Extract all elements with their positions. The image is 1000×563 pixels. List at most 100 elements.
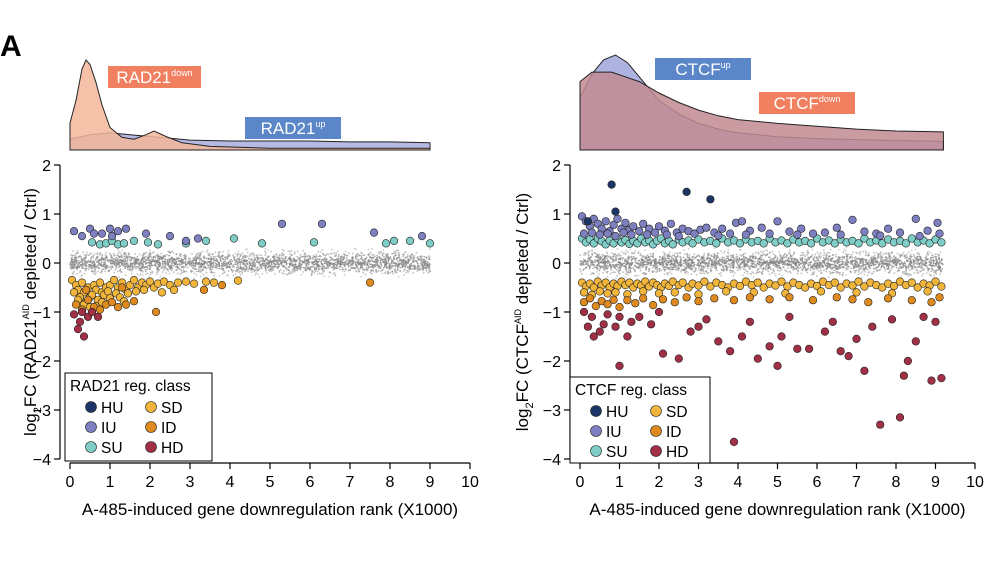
data-point-su bbox=[229, 234, 239, 243]
y-tick-label: −4 bbox=[33, 452, 51, 469]
data-point-su bbox=[783, 239, 792, 248]
data-point-id bbox=[785, 293, 794, 302]
data-point-hd bbox=[903, 356, 913, 366]
density-up-label: RAD21up bbox=[245, 117, 341, 139]
data-point-iu bbox=[629, 222, 638, 231]
data-point-iu bbox=[883, 224, 893, 233]
data-point-su bbox=[937, 238, 946, 247]
data-point-iu bbox=[737, 217, 747, 226]
data-point-sd bbox=[800, 283, 810, 292]
data-point-sd bbox=[694, 290, 703, 299]
x-axis-label: A-485-induced gene downregulation rank (… bbox=[589, 500, 965, 519]
data-point-sd bbox=[129, 276, 139, 285]
data-point-sd bbox=[854, 277, 863, 286]
data-point-su bbox=[87, 238, 97, 247]
data-point-sd bbox=[816, 287, 826, 296]
data-point-id bbox=[129, 297, 139, 306]
data-point-iu bbox=[765, 229, 774, 238]
data-point-sd bbox=[860, 282, 869, 291]
data-point-sd bbox=[103, 287, 113, 296]
data-point-hd bbox=[852, 334, 861, 344]
data-point-iu bbox=[785, 227, 794, 236]
data-point-hu bbox=[607, 180, 616, 189]
data-point-su bbox=[830, 239, 839, 248]
data-point-iu bbox=[848, 215, 857, 224]
legend-label-hd: HD bbox=[666, 444, 688, 461]
data-point-hd bbox=[599, 320, 608, 329]
density-down-label-box bbox=[108, 66, 201, 88]
data-point-hd bbox=[804, 344, 814, 353]
data-point-iu bbox=[97, 229, 107, 238]
data-point-sd bbox=[759, 283, 768, 292]
data-point-sd bbox=[878, 283, 887, 292]
data-point-iu bbox=[595, 230, 604, 239]
data-point-iu bbox=[113, 227, 123, 236]
data-point-hd bbox=[860, 366, 869, 375]
data-point-hd bbox=[623, 332, 632, 341]
legend-title: CTCF reg. class bbox=[575, 382, 687, 399]
x-tick-label: 4 bbox=[734, 474, 743, 491]
data-point-sd bbox=[189, 279, 199, 288]
data-point-id bbox=[117, 283, 127, 292]
data-point-iu bbox=[773, 217, 782, 226]
data-point-hd bbox=[927, 376, 936, 385]
data-point-id bbox=[71, 300, 81, 309]
data-point-id bbox=[907, 296, 916, 305]
data-point-iu bbox=[635, 227, 644, 236]
data-point-id bbox=[609, 295, 618, 304]
data-point-hd bbox=[836, 347, 845, 356]
data-point-iu bbox=[662, 230, 672, 239]
data-point-id bbox=[615, 303, 624, 312]
background-gene-cloud bbox=[579, 246, 944, 280]
y-tick-label: −3 bbox=[33, 403, 51, 420]
data-point-sd bbox=[603, 289, 612, 298]
data-point-sd bbox=[181, 277, 191, 286]
data-point-hd bbox=[75, 317, 85, 326]
data-point-iu bbox=[603, 229, 612, 238]
data-point-hd bbox=[587, 312, 597, 322]
x-tick-label: 5 bbox=[773, 474, 782, 491]
x-axis-label: A-485-induced gene downregulation rank (… bbox=[82, 500, 458, 519]
data-point-hd bbox=[844, 352, 853, 361]
data-point-iu bbox=[105, 224, 115, 233]
data-point-id bbox=[107, 298, 117, 307]
data-point-iu bbox=[369, 228, 379, 237]
legend-marker-hu bbox=[85, 401, 97, 413]
data-point-iu bbox=[702, 223, 711, 232]
data-point-hd bbox=[694, 322, 703, 331]
data-point-id bbox=[603, 300, 612, 309]
data-point-id bbox=[113, 303, 123, 312]
legend-marker-su bbox=[590, 445, 602, 457]
x-tick-label: 9 bbox=[931, 474, 940, 491]
y-tick-label: 0 bbox=[552, 256, 561, 273]
data-point-iu bbox=[611, 232, 620, 241]
data-point-hd bbox=[876, 420, 885, 429]
legend-marker-iu bbox=[590, 425, 602, 437]
data-point-su bbox=[119, 239, 129, 248]
data-point-iu bbox=[820, 228, 830, 237]
data-point-iu bbox=[933, 218, 942, 227]
data-point-sd bbox=[753, 278, 762, 287]
x-tick-label: 6 bbox=[306, 474, 315, 491]
data-point-sd bbox=[721, 287, 731, 296]
legend-label-sd: SD bbox=[161, 400, 183, 417]
data-point-id bbox=[883, 294, 893, 303]
data-point-id bbox=[935, 293, 944, 302]
data-point-id bbox=[694, 297, 703, 306]
data-point-sd bbox=[706, 282, 715, 291]
data-point-iu bbox=[674, 232, 683, 241]
data-point-sd bbox=[654, 289, 664, 298]
data-point-sd bbox=[157, 288, 167, 297]
data-point-iu bbox=[165, 232, 175, 241]
legend: RAD21 reg. class HU SD IU ID SU HD bbox=[64, 372, 213, 462]
density-plot: RAD21down RAD21up bbox=[69, 59, 431, 151]
data-point-iu bbox=[193, 234, 203, 243]
density-up-label-box bbox=[245, 117, 341, 139]
data-point-hd bbox=[753, 354, 762, 363]
legend-label-su: SU bbox=[101, 440, 123, 457]
data-point-iu bbox=[935, 229, 944, 238]
y-tick-label: 0 bbox=[42, 256, 51, 273]
